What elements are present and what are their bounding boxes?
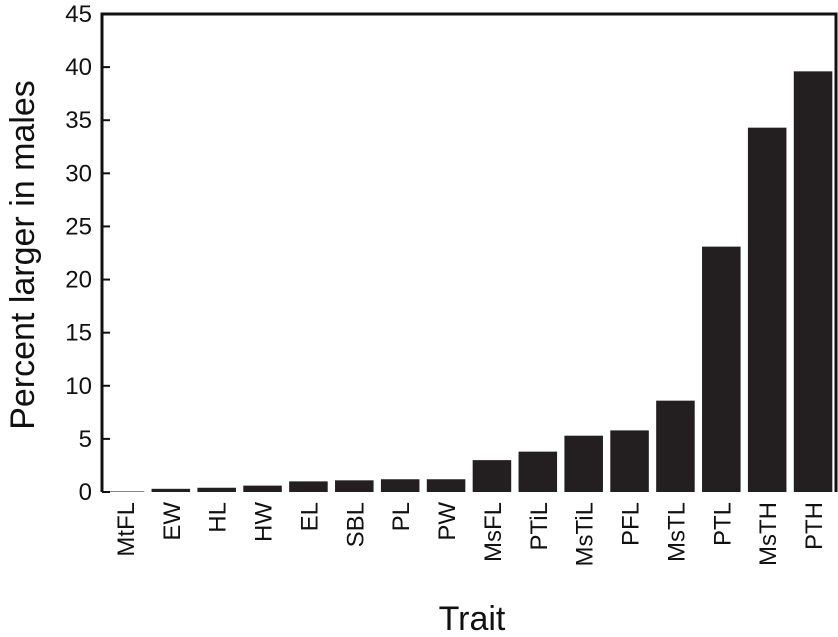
x-tick-label: EW [159,502,186,541]
bar [747,127,787,492]
bar [105,491,145,492]
x-tick-label: PTiL [526,502,553,550]
bar [472,460,512,492]
y-tick-label: 30 [65,160,92,187]
y-tick-label: 5 [79,426,92,453]
x-tick-label: PTL [709,502,736,546]
x-tick-label: MsTH [755,502,782,566]
x-tick-label: MsTL [663,502,690,562]
x-tick-label: PL [388,502,415,531]
x-tick-label: PTH [801,502,828,550]
y-tick-label: 40 [65,54,92,81]
bar [426,479,466,492]
y-tick-label: 25 [65,213,92,240]
bar [335,480,374,492]
bar [151,488,191,492]
bar [289,481,328,492]
x-tick-label: HL [205,502,232,533]
x-tick-label: EL [296,502,323,531]
y-axis-title: Percent larger in males [4,80,42,430]
y-tick-label: 20 [65,267,92,294]
y-tick-label: 15 [65,320,92,347]
y-tick-label: 10 [65,373,92,400]
x-tick-label: MtFL [113,502,140,557]
bar [656,400,695,492]
y-tick-label: 45 [65,1,92,28]
bars-group [105,71,833,493]
x-tick-label: PFL [618,502,645,546]
x-axis-ticks: MtFL EW HL HW EL SBL PL PW MsFL PTiL MsTiL PFL MsTL P… [113,502,828,567]
bar [564,435,603,492]
x-tick-label: MsFL [480,502,507,562]
x-tick-label: SBL [342,502,369,547]
y-axis-ticks: 0 5 10 15 20 25 30 35 40 45 [65,1,110,506]
x-tick-label: PW [434,502,461,541]
bar [793,71,833,493]
bar [197,487,236,492]
y-tick-label: 35 [65,107,92,134]
bar [702,246,741,492]
x-tick-label: MsTiL [572,502,599,566]
bar [380,479,420,492]
bar [243,485,282,492]
plot-frame [100,12,838,492]
x-tick-label: HW [251,502,278,542]
bar [610,430,649,492]
y-tick-label: 0 [79,479,92,506]
bar [518,451,558,492]
x-axis-title: Trait [439,600,506,637]
